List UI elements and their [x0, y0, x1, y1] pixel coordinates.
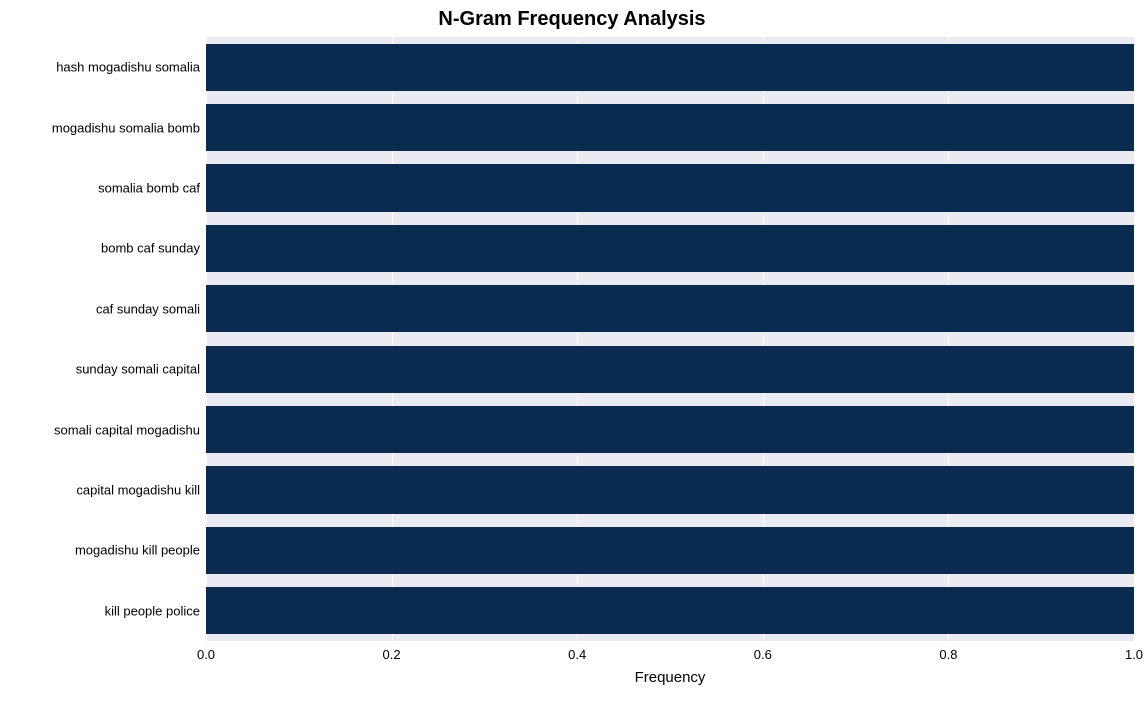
bar [206, 406, 1134, 453]
x-tick-label: 0.6 [754, 647, 772, 662]
y-tick-label: mogadishu somalia bomb [52, 120, 200, 135]
x-tick-label: 0.0 [197, 647, 215, 662]
y-tick-label: sunday somali capital [76, 362, 200, 377]
y-tick-label: mogadishu kill people [75, 543, 200, 558]
y-tick-label: caf sunday somali [96, 301, 200, 316]
x-tick-label: 0.2 [383, 647, 401, 662]
plot-area: hash mogadishu somaliamogadishu somalia … [206, 37, 1134, 641]
y-tick-label: somalia bomb caf [98, 181, 200, 196]
bar [206, 466, 1134, 513]
chart-container: N-Gram Frequency Analysis hash mogadishu… [0, 0, 1144, 701]
x-tick-label: 0.8 [939, 647, 957, 662]
y-tick-label: somali capital mogadishu [54, 422, 200, 437]
y-tick-label: bomb caf sunday [101, 241, 200, 256]
y-tick-label: capital mogadishu kill [76, 483, 200, 498]
bar [206, 164, 1134, 211]
x-tick-label: 0.4 [568, 647, 586, 662]
y-tick-label: hash mogadishu somalia [56, 60, 200, 75]
bar [206, 44, 1134, 91]
bar [206, 587, 1134, 634]
bar [206, 225, 1134, 272]
bar [206, 346, 1134, 393]
bar [206, 104, 1134, 151]
gridline [1134, 37, 1135, 641]
bar [206, 527, 1134, 574]
chart-title: N-Gram Frequency Analysis [0, 8, 1144, 31]
x-axis-label: Frequency [635, 669, 706, 686]
x-tick-label: 1.0 [1125, 647, 1143, 662]
y-tick-label: kill people police [105, 603, 200, 618]
bar [206, 285, 1134, 332]
